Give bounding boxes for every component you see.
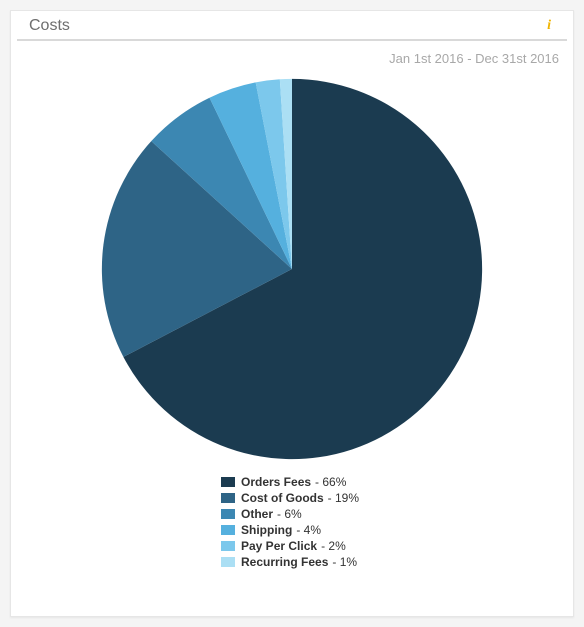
legend-item[interactable]: Shipping - 4%: [11, 522, 573, 538]
legend-label: Orders Fees: [241, 475, 311, 489]
legend: Orders Fees - 66%Cost of Goods - 19%Othe…: [11, 468, 573, 580]
legend-value: - 1%: [332, 555, 357, 569]
legend-item[interactable]: Orders Fees - 66%: [11, 474, 573, 490]
legend-swatch: [221, 525, 235, 535]
legend-label: Other: [241, 507, 273, 521]
legend-value: - 4%: [296, 523, 321, 537]
legend-label: Cost of Goods: [241, 491, 324, 505]
legend-swatch: [221, 557, 235, 567]
pie-chart: [97, 74, 487, 464]
legend-swatch: [221, 509, 235, 519]
legend-label: Recurring Fees: [241, 555, 328, 569]
legend-item[interactable]: Cost of Goods - 19%: [11, 490, 573, 506]
legend-value: - 19%: [328, 491, 359, 505]
info-icon[interactable]: i: [543, 18, 555, 34]
legend-swatch: [221, 493, 235, 503]
card-header: Costs i: [17, 11, 567, 41]
card-title: Costs: [29, 17, 70, 35]
legend-label: Shipping: [241, 523, 292, 537]
legend-value: - 66%: [315, 475, 346, 489]
legend-item[interactable]: Other - 6%: [11, 506, 573, 522]
legend-label: Pay Per Click: [241, 539, 317, 553]
legend-swatch: [221, 541, 235, 551]
legend-swatch: [221, 477, 235, 487]
legend-item[interactable]: Recurring Fees - 1%: [11, 554, 573, 570]
pie-chart-container: [11, 68, 573, 468]
legend-value: - 6%: [277, 507, 302, 521]
legend-item[interactable]: Pay Per Click - 2%: [11, 538, 573, 554]
legend-value: - 2%: [321, 539, 346, 553]
costs-card: Costs i Jan 1st 2016 - Dec 31st 2016 Ord…: [10, 10, 574, 617]
date-range: Jan 1st 2016 - Dec 31st 2016: [11, 41, 573, 68]
